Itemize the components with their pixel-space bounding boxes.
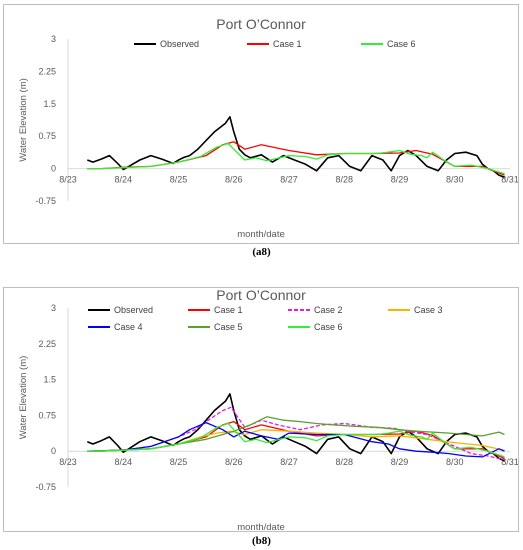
legend-label-case-6: Case 6	[314, 322, 343, 332]
legend-label-observed: Observed	[160, 39, 199, 49]
y-tick-label: 0	[51, 446, 56, 456]
legend-label-case-1: Case 1	[214, 305, 243, 315]
y-tick-label: 1.5	[43, 375, 56, 385]
legend-label-case-4: Case 4	[114, 322, 143, 332]
legend-label-case-1: Case 1	[273, 39, 302, 49]
x-tick-label: 8/28	[335, 457, 353, 467]
y-axis-label: Water Elevation (m)	[18, 356, 29, 440]
x-tick-label: 8/24	[114, 457, 132, 467]
y-axis-label: Water Elevation (m)	[18, 78, 29, 162]
legend-label-case-3: Case 3	[414, 305, 443, 315]
series-line-observed	[86, 393, 505, 462]
x-axis-label: month/date	[237, 229, 285, 240]
y-tick-label: -0.75	[35, 482, 56, 492]
chart-b8-svg: Port O’Connor-0.7500.751.52.2538/238/248…	[18, 303, 518, 531]
y-tick-label: 0.75	[38, 131, 56, 141]
series-line-case-4	[87, 421, 505, 458]
x-tick-label: 8/24	[114, 175, 132, 185]
legend-label-observed: Observed	[114, 305, 153, 315]
x-tick-label: 8/27	[280, 175, 298, 185]
legend-label-case-5: Case 5	[214, 322, 243, 332]
legend-label-case-2: Case 2	[314, 305, 343, 315]
x-tick-label: 8/29	[391, 175, 409, 185]
y-tick-label: 0	[51, 164, 56, 174]
x-tick-label: 8/27	[280, 457, 298, 467]
y-tick-label: 3	[51, 34, 56, 44]
x-tick-label: 8/31	[501, 175, 518, 185]
y-tick-label: -0.75	[35, 196, 56, 206]
x-tick-label: 8/30	[446, 175, 464, 185]
x-tick-label: 8/29	[391, 457, 409, 467]
x-tick-label: 8/23	[59, 175, 77, 185]
x-tick-label: 8/23	[59, 457, 77, 467]
caption-b8: (b8)	[252, 535, 271, 547]
series-line-observed	[87, 116, 505, 178]
y-tick-label: 3	[51, 303, 56, 313]
chart-title: Port O’Connor	[216, 16, 306, 32]
x-tick-label: 8/26	[225, 457, 243, 467]
series-line-case-5	[87, 416, 505, 452]
chart-b8-title: Port O’Connor	[216, 287, 306, 303]
y-tick-label: 2.25	[38, 66, 56, 76]
x-tick-label: 8/25	[170, 457, 188, 467]
chart-a8-svg: Port O’Connor -0.75 0 0.75 1.5 2.25 3 8/23 8/24 8…	[18, 16, 518, 240]
x-tick-label: 8/31	[501, 457, 518, 467]
series-line-case-6	[87, 142, 505, 175]
series-line-case-6	[87, 422, 505, 458]
y-tick-label: 2.25	[38, 339, 56, 349]
x-tick-label: 8/30	[446, 457, 464, 467]
y-tick-label: 0.75	[38, 410, 56, 420]
chart-panel-a8: Port O’Connor -0.75 0 0.75 1.5 2.25 3 8/23 8/24 8…	[3, 4, 519, 244]
legend-label-case-6: Case 6	[387, 39, 416, 49]
caption-a8: (a8)	[252, 246, 271, 258]
x-tick-label: 8/28	[335, 175, 353, 185]
y-tick-label: 1.5	[43, 99, 56, 109]
x-axis-label: month/date	[237, 522, 285, 531]
x-tick-label: 8/26	[225, 175, 243, 185]
x-tick-label: 8/25	[170, 175, 188, 185]
chart-panel-b8: Port O’Connor -0.75 0 0.75 1.5 2.25 3 8/23 8/24 8…	[3, 287, 519, 532]
